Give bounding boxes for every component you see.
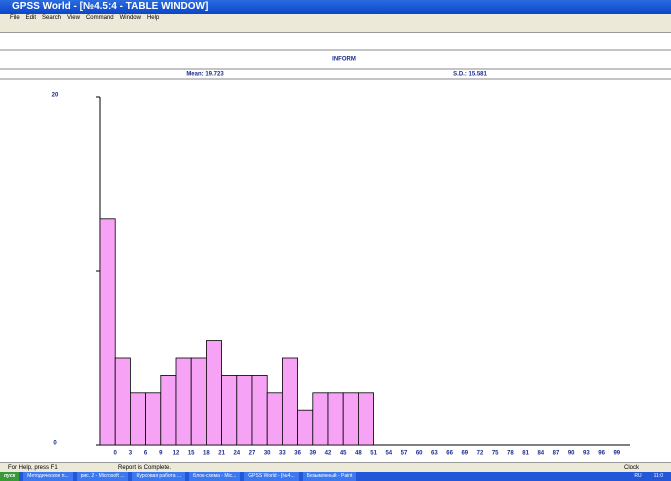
x-tick-label: 18 [203,451,210,457]
x-tick-label: 57 [401,451,408,457]
x-tick-label: 27 [249,451,256,457]
bar [327,392,344,446]
x-tick-label: 30 [264,451,271,457]
menu-item[interactable]: Edit [25,15,37,21]
x-tick-label: 48 [355,451,362,457]
x-tick-label: 66 [446,451,453,457]
x-tick-label: 6 [144,451,148,457]
bar [160,374,177,446]
task-item[interactable]: Курсовая работа ... [132,472,186,481]
x-tick-label: 81 [522,451,529,457]
bar [114,357,131,446]
x-tick-label: 15 [188,451,195,457]
y-tick-label: 20 [52,93,59,99]
window-title: GPSS World - [№4.5:4 - TABLE WINDOW] [12,1,209,12]
x-tick-label: 78 [507,451,514,457]
x-tick-label: 51 [370,451,377,457]
x-tick-label: 72 [477,451,484,457]
x-tick-label: 9 [159,451,163,457]
clock: 11:0 [653,473,663,479]
menu-item[interactable]: Search [42,15,62,21]
bar [175,357,192,446]
toolbar [0,22,671,33]
x-tick-label: 99 [613,451,620,457]
bar [357,392,374,446]
menu-item[interactable]: Window [119,15,141,21]
bar [145,392,162,446]
bar [205,340,222,446]
x-tick-label: 84 [537,451,544,457]
x-tick-label: 42 [325,451,332,457]
menu-item[interactable]: View [67,15,80,21]
bar [129,392,146,446]
menu-item[interactable]: File [10,15,20,21]
bar [297,409,314,446]
x-tick-label: 36 [294,451,301,457]
status-text: Report is Complete. [118,465,172,471]
task-item[interactable]: Блок-схема - Mic... [189,472,241,481]
status-bar: For Help, press F1 Report is Complete. C… [0,462,671,473]
bar [190,357,207,446]
bar [236,374,253,446]
x-tick-label: 63 [431,451,438,457]
status-text: For Help, press F1 [8,465,58,471]
x-tick-label: 3 [129,451,133,457]
menu-item[interactable]: Help [146,15,160,21]
bar [99,218,116,446]
task-item[interactable]: Методическое п... [23,472,73,481]
sd: S.D.: 15.581 [453,72,487,78]
bar [221,374,238,446]
bar [281,357,298,446]
x-tick-label: 87 [553,451,560,457]
x-tick-label: 96 [598,451,605,457]
x-tick-label: 39 [309,451,316,457]
task-item[interactable]: рис. 2 - Microsoft ... [76,472,129,481]
x-tick-label: 54 [385,451,392,457]
menu-bar: File Edit Search View Command Window Help [0,14,671,22]
bar [312,392,329,446]
bar [342,392,359,446]
bar [251,374,268,446]
bar [266,392,283,446]
x-tick-label: 0 [114,451,118,457]
status-text: Clock [624,465,640,471]
x-tick-label: 90 [568,451,575,457]
y-tick-label: 0 [53,441,57,447]
start-button[interactable]: пуск [0,472,20,481]
x-tick-label: 93 [583,451,590,457]
x-tick-label: 21 [218,451,225,457]
mean: Mean: 19.723 [186,72,224,78]
x-tick-label: 24 [233,451,240,457]
x-tick-label: 75 [492,451,499,457]
x-tick-label: 60 [416,451,423,457]
header: INFORM [332,57,356,63]
taskbar: пуск Методическое п... рис. 2 - Microsof… [0,472,671,481]
language: RU [634,473,642,479]
x-tick-label: 45 [340,451,347,457]
title-bar: GPSS World - [№4.5:4 - TABLE WINDOW] [0,0,671,14]
task-item[interactable]: Безымянный - Paint [302,472,357,481]
x-tick-label: 12 [173,451,180,457]
x-tick-label: 69 [461,451,468,457]
task-item[interactable]: GPSS World - [№4... [244,472,299,481]
menu-item[interactable]: Command [85,15,114,21]
x-tick-label: 33 [279,451,286,457]
